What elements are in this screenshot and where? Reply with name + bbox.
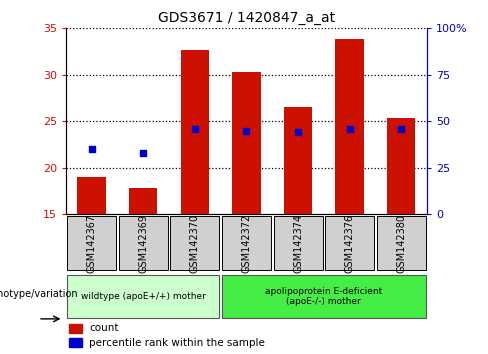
Bar bbox=[387, 119, 415, 214]
Bar bbox=[181, 50, 209, 214]
FancyBboxPatch shape bbox=[222, 275, 426, 318]
FancyBboxPatch shape bbox=[119, 217, 168, 270]
Text: GSM142380: GSM142380 bbox=[396, 214, 406, 273]
Bar bbox=[69, 324, 82, 333]
Text: count: count bbox=[89, 324, 119, 333]
Bar bbox=[232, 72, 261, 214]
Point bbox=[88, 146, 96, 152]
Title: GDS3671 / 1420847_a_at: GDS3671 / 1420847_a_at bbox=[158, 11, 335, 24]
Text: GSM142369: GSM142369 bbox=[138, 214, 148, 273]
FancyBboxPatch shape bbox=[325, 217, 374, 270]
Text: GSM142372: GSM142372 bbox=[242, 214, 251, 273]
Bar bbox=[335, 40, 364, 214]
Point bbox=[346, 126, 353, 131]
FancyBboxPatch shape bbox=[273, 217, 323, 270]
FancyBboxPatch shape bbox=[170, 217, 220, 270]
Point bbox=[294, 130, 302, 135]
Bar bbox=[69, 338, 82, 348]
Text: GSM142374: GSM142374 bbox=[293, 214, 303, 273]
Point bbox=[140, 150, 147, 156]
Text: GSM142376: GSM142376 bbox=[345, 214, 355, 273]
Point bbox=[397, 126, 405, 131]
Text: genotype/variation: genotype/variation bbox=[0, 289, 78, 299]
Bar bbox=[78, 177, 106, 214]
Text: GSM142370: GSM142370 bbox=[190, 214, 200, 273]
Text: GSM142367: GSM142367 bbox=[87, 214, 97, 273]
Point bbox=[243, 128, 250, 133]
Point bbox=[191, 126, 199, 131]
Bar bbox=[284, 107, 312, 214]
Bar bbox=[129, 188, 158, 214]
FancyBboxPatch shape bbox=[67, 275, 220, 318]
Text: apolipoprotein E-deficient
(apoE-/-) mother: apolipoprotein E-deficient (apoE-/-) mot… bbox=[265, 287, 383, 306]
FancyBboxPatch shape bbox=[377, 217, 426, 270]
Text: wildtype (apoE+/+) mother: wildtype (apoE+/+) mother bbox=[81, 292, 206, 301]
FancyBboxPatch shape bbox=[222, 217, 271, 270]
Text: percentile rank within the sample: percentile rank within the sample bbox=[89, 338, 265, 348]
FancyBboxPatch shape bbox=[67, 217, 116, 270]
